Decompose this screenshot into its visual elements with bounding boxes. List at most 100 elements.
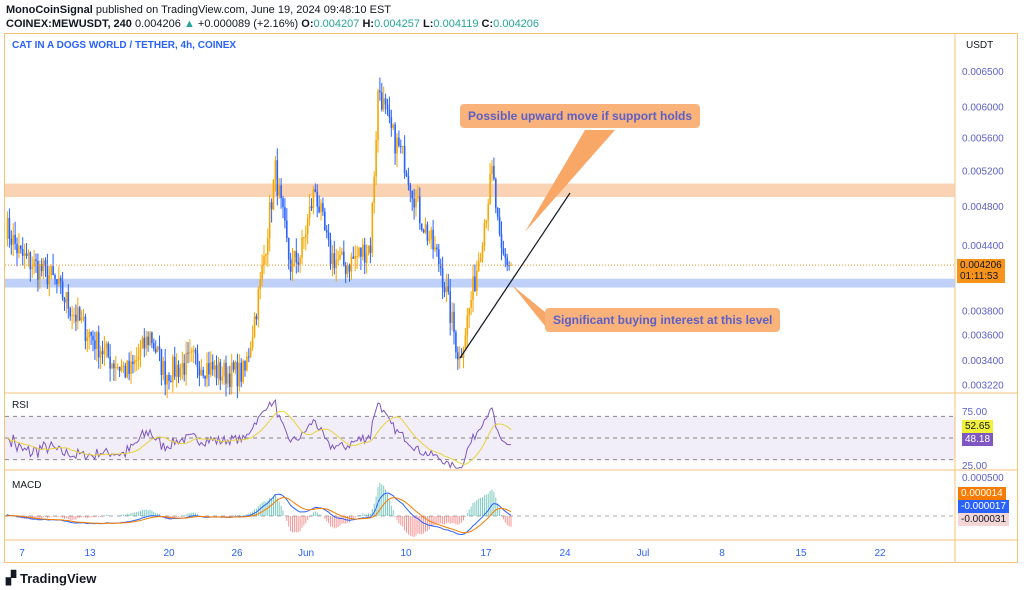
candle-body: [325, 229, 328, 233]
candle-body: [86, 337, 89, 341]
candle-body: [31, 266, 34, 270]
candle-body: [510, 265, 512, 267]
candle-body: [137, 356, 140, 360]
candle-body: [217, 362, 220, 379]
published-text: published on TradingView.com, June 19, 2…: [95, 4, 391, 16]
candle-body: [441, 268, 444, 288]
candle-body: [111, 363, 113, 369]
candle-body: [187, 352, 189, 354]
candle-body: [211, 361, 214, 370]
candle-body: [489, 173, 491, 205]
currency-label[interactable]: USDT: [966, 40, 994, 51]
candle-body: [151, 332, 153, 344]
candle-body: [362, 244, 364, 257]
candle-body: [35, 259, 37, 261]
candle-body: [25, 253, 28, 257]
candle-body: [379, 90, 381, 93]
candle-body: [134, 360, 136, 364]
candle-body: [58, 278, 60, 285]
candle-body: [449, 291, 452, 323]
candle-body: [411, 190, 414, 199]
candle-body: [261, 264, 263, 280]
candle-body: [158, 346, 161, 350]
candle-body: [185, 352, 187, 375]
time-tick: 26: [231, 548, 243, 559]
tradingview-logo[interactable]: ▞ TradingView: [6, 570, 96, 586]
callout-upper[interactable]: Possible upward move if support holds: [460, 104, 701, 128]
candle-body: [394, 124, 396, 154]
candle-body: [474, 276, 476, 292]
candle-body: [96, 332, 98, 349]
candle-body: [265, 254, 267, 257]
support-zone: [5, 278, 955, 288]
candle-body: [132, 361, 134, 364]
candle-body: [293, 251, 296, 258]
candle-body: [432, 229, 434, 250]
candle-body: [200, 369, 203, 376]
last-price: 0.004206: [134, 18, 181, 30]
candle-body: [77, 307, 79, 322]
candle-body: [405, 173, 408, 177]
candle-body: [229, 373, 231, 387]
candle-body: [460, 356, 463, 358]
rsi-line: [7, 399, 512, 469]
candle-body: [363, 244, 366, 263]
candle-body: [126, 360, 129, 378]
candle-body: [90, 332, 92, 336]
candle-body: [464, 335, 467, 351]
candle-body: [468, 307, 471, 316]
macd-signal-label: -0.000031: [958, 513, 1010, 526]
candle-body: [39, 263, 41, 280]
candle-body: [232, 362, 235, 370]
candle-body: [145, 336, 148, 349]
candle-body: [234, 362, 237, 370]
macd-tick: 0.000500: [962, 473, 1004, 484]
resistance-zone: [5, 183, 955, 198]
callout-lower[interactable]: Significant buying interest at this leve…: [545, 308, 781, 332]
candle-body: [453, 311, 455, 333]
candle-body: [191, 351, 193, 353]
time-tick: Jun: [298, 548, 314, 559]
price-tick: 0.004800: [962, 202, 1004, 213]
candle-body: [356, 255, 358, 257]
candle-body: [206, 363, 208, 379]
candle-body: [291, 257, 294, 272]
candle-body: [172, 356, 174, 383]
candle-body: [365, 253, 368, 263]
candle-body: [485, 220, 488, 224]
candle-body: [419, 196, 421, 224]
candle-body: [198, 367, 201, 376]
candle-body: [248, 356, 250, 358]
candle-body: [105, 343, 108, 349]
candle-body: [122, 365, 125, 367]
tv-logo-icon: ▞: [6, 570, 16, 585]
candle-body: [289, 259, 292, 272]
candle-body: [162, 361, 165, 375]
candle-body: [116, 366, 119, 368]
candle-body: [59, 278, 62, 282]
price-tick: 0.003400: [962, 356, 1004, 367]
candle-body: [438, 249, 440, 265]
candle-body: [403, 145, 406, 174]
candle-body: [498, 216, 501, 235]
candle-body: [301, 237, 303, 259]
candle-body: [270, 202, 273, 210]
candle-body: [139, 347, 142, 357]
candle-body: [272, 179, 275, 210]
candle-body: [242, 360, 244, 382]
candle-body: [299, 258, 301, 265]
candle-body: [192, 349, 195, 352]
chart-frame: [4, 33, 1018, 563]
candle-body: [472, 276, 474, 300]
candle-body: [244, 360, 246, 371]
candle-body: [483, 223, 486, 247]
candle-body: [481, 246, 484, 259]
candle-body: [280, 185, 282, 199]
callout-upper-pointer: [525, 130, 615, 232]
countdown: 01:11:53: [960, 271, 999, 282]
candle-body: [327, 232, 330, 240]
candle-body: [388, 109, 391, 118]
candle-body: [335, 259, 338, 269]
candle-body: [508, 265, 510, 267]
